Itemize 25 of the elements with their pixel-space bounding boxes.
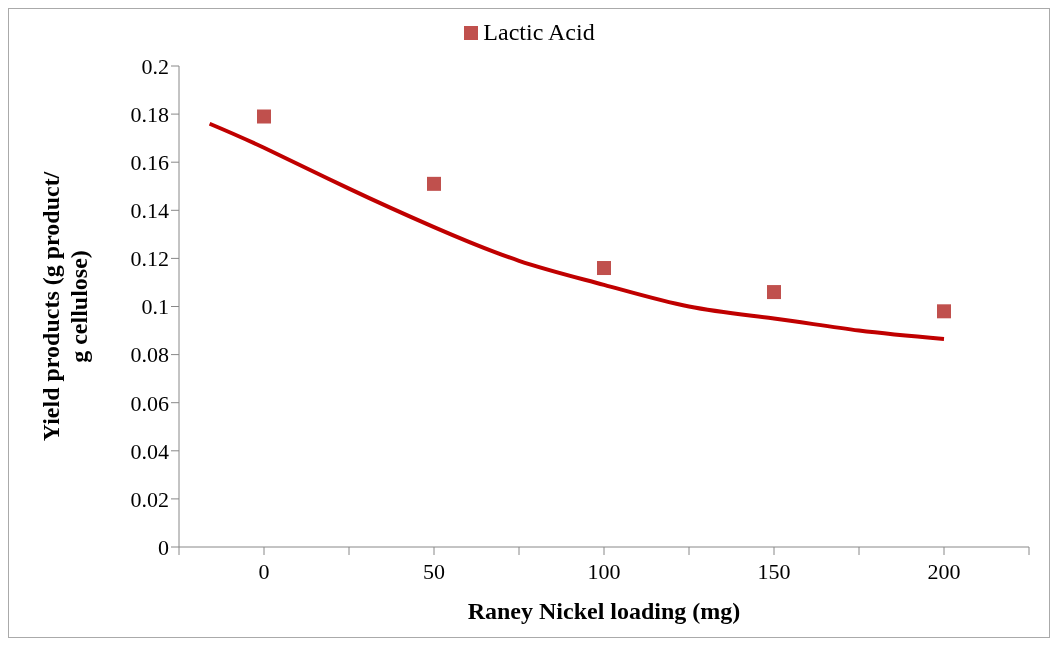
y-tick-label: 0.2: [141, 53, 169, 79]
point: [597, 261, 611, 276]
x-tick-label: 100: [587, 558, 621, 584]
x-tick-label: 0: [258, 558, 270, 584]
y-tick-label: 0.12: [130, 246, 169, 272]
x-tick-label: 50: [423, 558, 445, 584]
y-tick-label: 0.18: [130, 101, 169, 127]
line-series: [207, 121, 946, 341]
y-tick-label: 0.1: [141, 294, 169, 320]
y-tick-label: 0: [158, 534, 169, 560]
y-tick-label: 0.02: [130, 486, 169, 512]
y-axis-title: Yield products (g product/ g cellulose): [38, 171, 92, 442]
point: [937, 304, 951, 319]
x-axis-title: Raney Nickel loading (mg): [467, 598, 741, 624]
y-tick-label: 0.14: [130, 198, 169, 224]
y-tick-label: 0.16: [130, 150, 169, 176]
point: [427, 176, 441, 191]
y-tick-label: 0.04: [130, 438, 169, 464]
y-tick-label: 0.06: [130, 390, 169, 416]
legend-label: Lactic Acid: [482, 19, 595, 46]
x-tick-label: 200: [927, 558, 961, 584]
point: [767, 285, 781, 300]
x-tick-label: 150: [757, 558, 791, 584]
y-tick-label: 0.08: [130, 342, 169, 368]
point: [257, 109, 271, 124]
